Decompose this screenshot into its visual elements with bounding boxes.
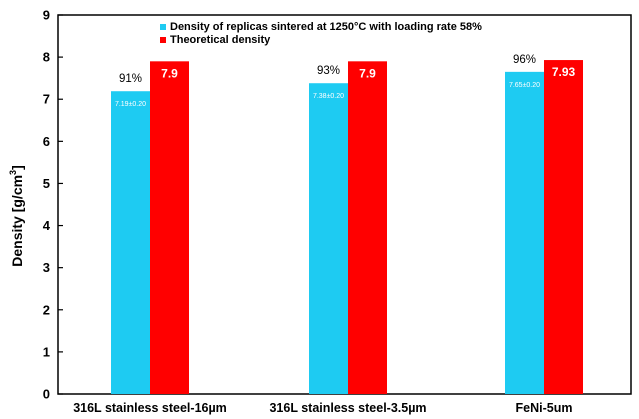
relative-density-label: 93% (317, 65, 340, 77)
bar-theoretical-density (150, 61, 189, 394)
relative-density-label: 96% (513, 54, 536, 66)
y-tick-label: 6 (43, 134, 50, 149)
legend-label: Density of replicas sintered at 1250°C w… (170, 21, 482, 33)
legend-swatch (160, 37, 166, 43)
bar-measured-density (505, 71, 544, 394)
relative-density-label: 91% (119, 73, 142, 85)
bar-measured-density (309, 83, 348, 394)
legend-label: Theoretical density (170, 34, 271, 46)
bar-theoretical-value-label: 7.9 (359, 66, 376, 80)
y-tick-label: 2 (43, 302, 50, 317)
bar-measured-value-label: 7.19±0.20 (115, 101, 146, 108)
legend-swatch (160, 24, 166, 30)
y-tick-label: 0 (43, 387, 50, 402)
y-tick-label: 4 (43, 218, 51, 233)
bar-theoretical-value-label: 7.9 (161, 66, 178, 80)
bar-theoretical-density (348, 61, 387, 394)
y-tick-label: 3 (43, 260, 50, 275)
bar-measured-value-label: 7.65±0.20 (509, 82, 540, 89)
bar-theoretical-density (544, 60, 583, 394)
bars: 7.19±0.20 91% 7.9 7.38±0.20 93% 7.9 7.65±0.20 9… (111, 54, 583, 395)
bar-theoretical-value-label: 7.93 (552, 65, 576, 79)
bar-measured-value-label: 7.38±0.20 (313, 93, 344, 100)
y-axis-title: Density [g/cm3] (8, 165, 25, 267)
legend: Density of replicas sintered at 1250°C w… (160, 21, 482, 46)
y-tick-label: 9 (43, 8, 50, 23)
bar-measured-density (111, 91, 150, 395)
y-tick-label: 7 (43, 92, 50, 107)
y-tick-label: 5 (43, 176, 50, 191)
x-category-label: FeNi-5um (516, 401, 573, 415)
y-tick-label: 1 (43, 344, 50, 359)
x-category-label: 316L stainless steel-3.5µm (269, 401, 426, 415)
y-tick-label: 8 (43, 50, 50, 65)
x-category-label: 316L stainless steel-16µm (73, 401, 227, 415)
